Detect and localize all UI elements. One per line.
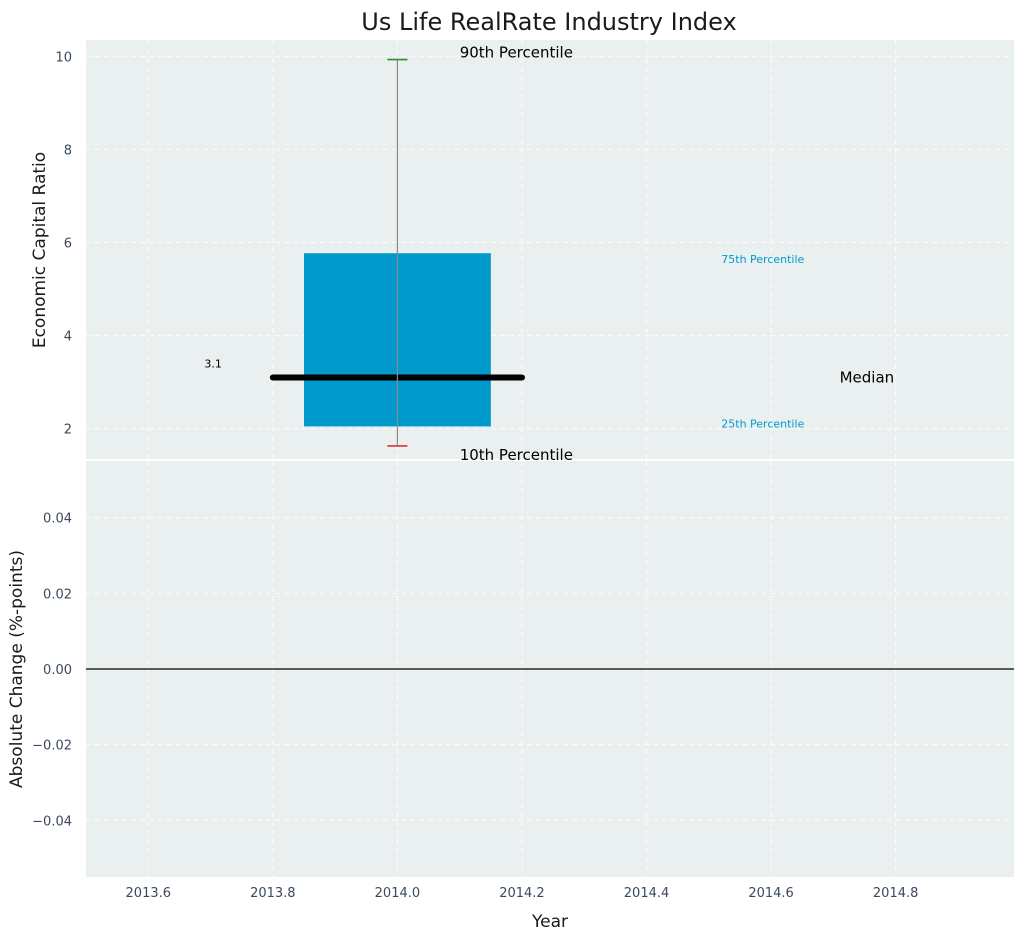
x-tick-label: 2013.8 [250,886,296,901]
top-y-tick-label: 2 [64,423,72,438]
top-y-tick-label: 8 [64,143,72,158]
box-plot-marks: 90th Percentile 10th Percentile 75th Perce… [204,44,894,464]
p75-label: 75th Percentile [721,253,804,266]
top-y-tick-label: 10 [55,50,72,65]
p10-label: 10th Percentile [460,446,573,464]
bottom-panel: 0.04 0.02 0.00 −0.02 −0.04 2013.6 2013.8 2014.… [7,461,1014,932]
x-tick-label: 2014.8 [873,886,919,901]
median-value-label: 3.1 [204,358,222,371]
x-tick-label: 2013.6 [126,886,172,901]
bottom-y-tick-labels: 0.04 0.02 0.00 −0.02 −0.04 [32,512,72,830]
top-y-axis-title: Economic Capital Ratio [30,152,50,348]
top-plot-area [86,40,1014,459]
x-tick-labels: 2013.6 2013.8 2014.0 2014.2 2014.4 2014.6 2014… [126,886,919,901]
x-axis-title: Year [531,912,568,932]
median-label: Median [840,369,895,387]
x-tick-label: 2014.0 [375,886,421,901]
bottom-y-tick-label: 0.02 [43,587,72,602]
x-tick-label: 2014.2 [499,886,545,901]
x-tick-label: 2014.6 [748,886,794,901]
bottom-y-tick-label: 0.04 [43,512,72,527]
top-panel: 2 4 6 8 10 90th Percentile 10th Percentile 75t… [30,40,1014,464]
p25-label: 25th Percentile [721,417,804,430]
top-y-tick-label: 6 [64,237,72,252]
top-y-tick-labels: 2 4 6 8 10 [55,50,72,437]
bottom-y-tick-label: 0.00 [43,663,72,678]
p90-label: 90th Percentile [460,44,573,62]
chart-title: Us Life RealRate Industry Index [361,8,736,36]
x-tick-label: 2014.4 [624,886,670,901]
bottom-y-axis-title: Absolute Change (%-points) [7,550,27,788]
bottom-y-tick-label: −0.04 [32,814,72,829]
bottom-y-tick-label: −0.02 [32,739,72,754]
top-y-tick-label: 4 [64,330,72,345]
